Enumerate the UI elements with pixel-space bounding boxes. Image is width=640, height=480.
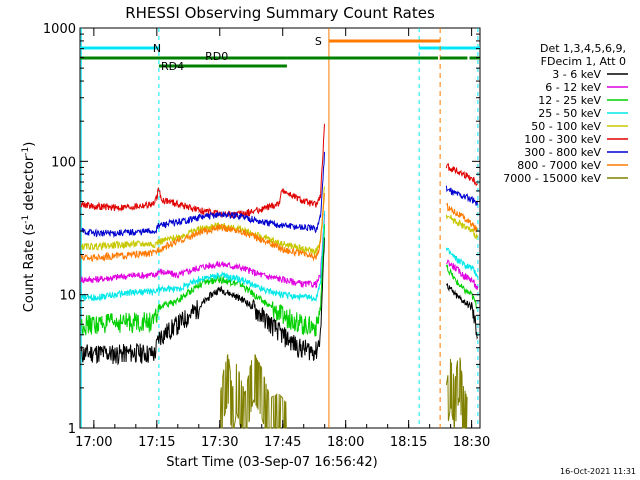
series-line-4-seg-1 [445,214,479,241]
legend-entry: 300 - 800 keV [524,146,601,159]
legend-entry: 100 - 300 keV [524,133,601,146]
series-line-2-seg-1 [445,264,479,310]
series-line-1-seg-0 [80,213,325,289]
axis-layer: 1 10 100 1000 17:00 17:15 17:30 17:45 18:00 18:15… [43,22,490,450]
x-tick-label: 18:00 [327,435,364,450]
series-line-8-seg-0 [219,354,287,429]
legend-entry: 7000 - 15000 keV [503,172,601,185]
series-line-0-seg-0 [80,237,325,366]
x-tick-label: 18:30 [453,435,490,450]
series-line-7-seg-1 [446,202,478,233]
legend-header: FDecim 1, Att 0 [541,55,626,68]
series-line-5-seg-0 [80,123,325,219]
legend-entry: 6 - 12 keV [545,81,601,94]
series-line-6-seg-1 [445,185,479,206]
plot-border [79,27,481,429]
y-tick-label: 10 [59,289,76,304]
legend-entry: 50 - 100 keV [531,120,601,133]
x-tick-label: 17:00 [75,435,112,450]
legend-entry: 12 - 25 keV [538,94,601,107]
x-axis-label: Start Time (03-Sep-07 16:56:42) [166,455,377,470]
legend-header: Det 1,3,4,5,6,9, [540,42,626,55]
x-tick-label: 17:15 [138,435,175,450]
series-line-4-seg-0 [80,186,325,256]
state-layer: N S RD0 RD4 [80,28,480,428]
legend-entry: 25 - 50 keV [538,107,601,120]
footer-timestamp: 16-Oct-2021 11:31 [560,467,636,476]
legend-entry: 3 - 6 keV [552,68,601,81]
series-line-7-seg-0 [80,193,325,263]
y-axis-label-mid: detector [22,155,37,215]
y-tick-label: 1000 [43,22,76,37]
rd4-label: RD4 [161,60,184,73]
saa-label: S [315,35,322,48]
legend-entry: 800 - 7000 keV [517,159,601,172]
legend: Det 1,3,4,5,6,9,FDecim 1, Att 03 - 6 keV… [503,42,628,185]
rd0-label: RD0 [205,50,228,63]
x-tick-label: 17:45 [264,435,301,450]
series-line-0-seg-1 [445,283,479,340]
chart-title: RHESSI Observing Summary Count Rates [125,4,435,22]
series-line-1-seg-1 [446,259,479,290]
y-axis-label-end: ) [22,142,37,147]
night-label: N [153,42,161,55]
series-layer [80,123,479,429]
y-axis-label-sup-1: -1 [21,215,31,224]
y-tick-label: 1 [68,422,76,437]
series-line-5-seg-1 [445,163,479,186]
y-axis-label-sup-2: -1 [21,147,31,156]
series-line-3-seg-1 [445,247,479,278]
series-line-8-seg-1 [445,357,468,429]
x-tick-label: 17:30 [201,435,238,450]
y-axis-label-main: Count Rate (s [22,224,37,313]
x-tick-label: 18:15 [390,435,427,450]
series-line-3-seg-0 [80,210,325,303]
y-tick-label: 100 [51,155,76,170]
series-line-6-seg-0 [81,151,325,239]
y-axis-label: Count Rate (s-1 detector-1) [21,142,37,313]
plot-frame [79,27,481,429]
